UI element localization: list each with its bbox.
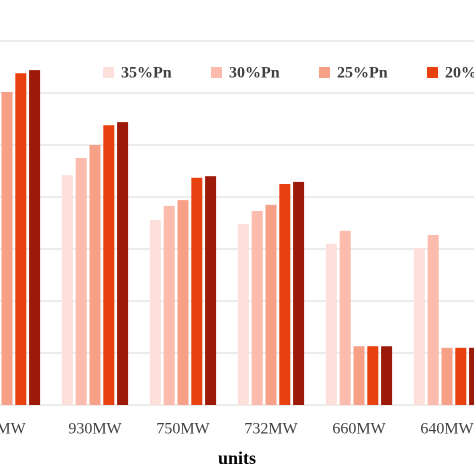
legend-swatch [211, 67, 222, 78]
bar [163, 205, 175, 405]
bar [469, 347, 474, 405]
bar [149, 219, 161, 405]
legend-swatch [103, 67, 114, 78]
bar [325, 243, 337, 405]
bar [29, 70, 41, 406]
legend-swatch [319, 67, 330, 78]
bar [339, 230, 351, 405]
x-tick-label: 660MW [332, 421, 386, 438]
bar [117, 122, 129, 406]
bar [61, 175, 73, 405]
x-axis-label: units [218, 448, 256, 468]
bar [279, 184, 291, 405]
bar [15, 73, 27, 406]
bar [89, 145, 101, 405]
legend-label: 35%Pn [121, 65, 172, 82]
x-tick-label: 750MW [156, 421, 210, 438]
bar [413, 247, 425, 405]
x-tick-label: 930MW [68, 421, 122, 438]
bar [1, 91, 13, 406]
x-tick-label: 732MW [244, 421, 298, 438]
legend-label: 25%Pn [337, 65, 388, 82]
x-tick-label: 0MW [0, 421, 27, 438]
bar [251, 211, 263, 405]
bar [381, 346, 393, 405]
bar [75, 158, 87, 405]
bar [191, 177, 203, 405]
legend-label: 30%Pn [229, 65, 280, 82]
bar [265, 204, 277, 405]
bar [427, 234, 439, 405]
bar [441, 347, 453, 405]
legend-swatch [427, 67, 438, 78]
x-tick-label: 640MW [420, 421, 474, 438]
bar [177, 200, 189, 405]
legend-label: 20% [445, 65, 474, 82]
bar [353, 346, 365, 405]
bar [103, 125, 115, 406]
bar [237, 224, 249, 405]
bar [367, 346, 379, 405]
bar [293, 181, 305, 405]
bar [205, 176, 217, 405]
bar [455, 347, 467, 405]
